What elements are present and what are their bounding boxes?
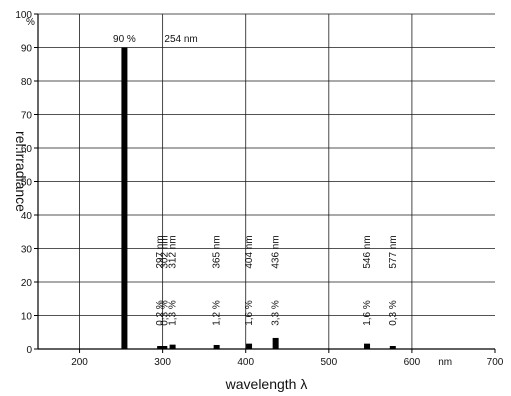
bar-nm-label-254: 254 nm xyxy=(164,34,197,45)
bar-302nm xyxy=(161,346,168,349)
bar-404nm xyxy=(246,343,253,349)
bar-pct-label-546: 1,6 % xyxy=(362,300,373,326)
bar-365nm xyxy=(213,344,220,349)
bar-546nm xyxy=(364,343,371,349)
y-axis-title: rel.irradiance xyxy=(13,131,29,212)
bar-nm-label-577: 577 nm xyxy=(388,235,399,268)
grid-layer xyxy=(38,13,495,349)
bar-pct-label-254: 90 % xyxy=(113,34,136,45)
y-tick-label-40: 40 xyxy=(21,211,33,222)
bar-254nm xyxy=(121,47,128,349)
x-tick-label-400: 400 xyxy=(237,357,254,368)
bar-nm-label-365: 365 nm xyxy=(212,235,223,268)
bar-312nm xyxy=(169,344,176,349)
bar-436nm xyxy=(272,337,279,349)
x-tick-label-600: 600 xyxy=(404,357,421,368)
axes-layer: 0 10 20 30 40 50 60 70 80 90 100 200 300 400 500 600 700 xyxy=(15,10,503,368)
y-tick-label-100: 100 xyxy=(15,10,32,21)
bar-pct-label-577: 0,3 % xyxy=(388,300,399,326)
x-tick-label-300: 300 xyxy=(154,357,171,368)
bar-nm-label-404: 404 nm xyxy=(244,235,255,268)
x-tick-label-500: 500 xyxy=(320,357,337,368)
bar-pct-label-312: 1,3 % xyxy=(168,300,179,326)
bar-nm-label-302: 302 nm xyxy=(159,235,170,268)
y-tick-label-10: 10 xyxy=(21,312,33,323)
bar-pct-label-404: 1,6 % xyxy=(244,300,255,326)
y-tick-label-50: 50 xyxy=(21,178,33,189)
y-tick-label-80: 80 xyxy=(21,77,33,88)
bar-297nm xyxy=(157,346,164,349)
bar-nm-label-546: 546 nm xyxy=(362,235,373,268)
x-unit-label: nm xyxy=(438,357,452,368)
bar-nm-label-436: 436 nm xyxy=(271,235,282,268)
y-tick-label-70: 70 xyxy=(21,111,33,122)
bar-pct-label-302: 0,3 % xyxy=(159,300,170,326)
x-axis-title: wavelength λ xyxy=(225,376,308,392)
y-tick-label-30: 30 xyxy=(21,245,33,256)
x-tick-label-700: 700 xyxy=(487,357,504,368)
y-tick-label-60: 60 xyxy=(21,144,33,155)
y-tick-label-20: 20 xyxy=(21,278,33,289)
x-tick-label-200: 200 xyxy=(71,357,88,368)
bars-layer xyxy=(121,47,396,349)
bar-pct-label-436: 3,3 % xyxy=(271,300,282,326)
y-tick-label-0: 0 xyxy=(26,345,32,356)
y-unit-label: % xyxy=(26,17,35,28)
bar-577nm xyxy=(389,346,396,349)
bar-pct-label-365: 1,2 % xyxy=(212,300,223,326)
bar-pct-label-297: 0,2 % xyxy=(155,300,166,326)
labels-layer: 90 % 254 nm 297 nm 0,2 % 302 nm 0,3 % 312 nm 1,… xyxy=(113,34,399,326)
y-tick-label-90: 90 xyxy=(21,44,33,55)
bar-nm-label-297: 297 nm xyxy=(155,235,166,268)
bar-nm-label-312: 312 nm xyxy=(168,235,179,268)
